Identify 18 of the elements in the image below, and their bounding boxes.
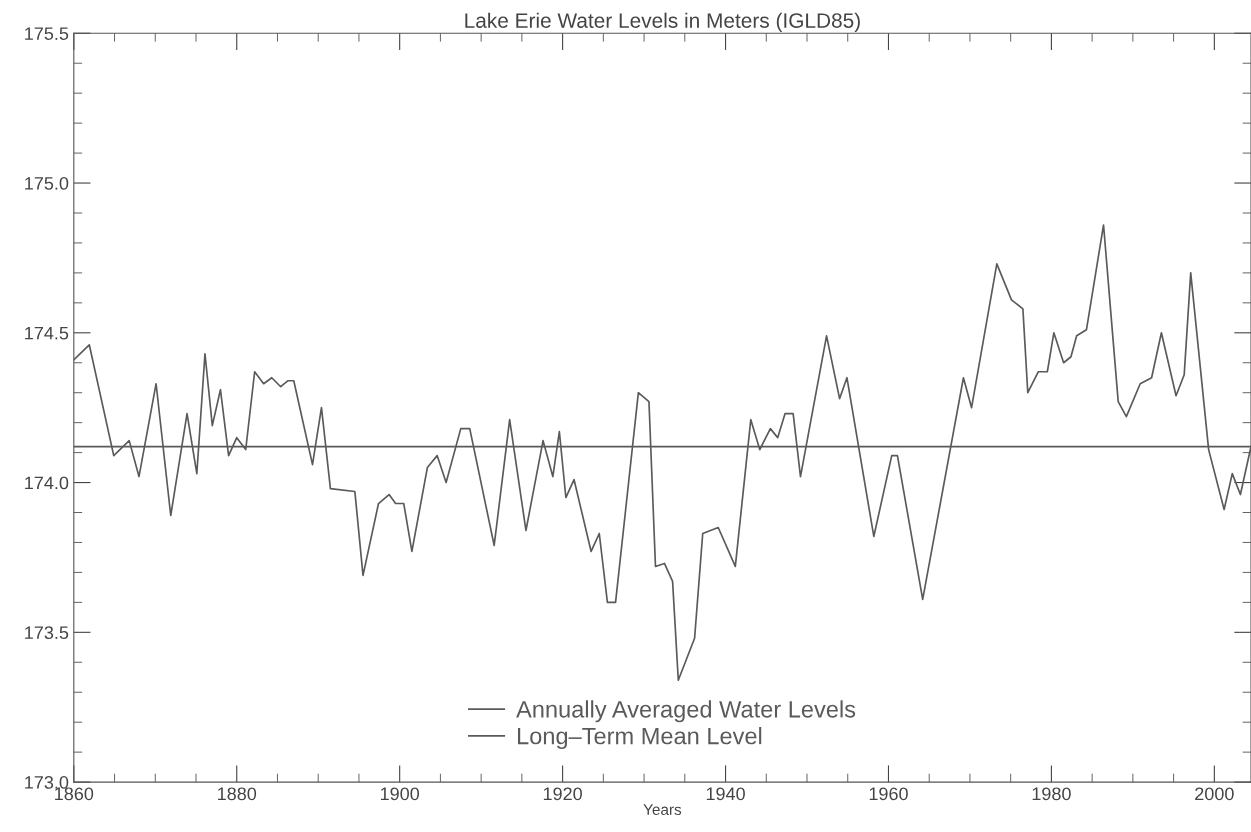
x-tick-label: 1960 (869, 787, 908, 801)
legend-label: Annually Averaged Water Levels (516, 700, 856, 723)
x-tick-label: 1880 (218, 787, 257, 801)
y-tick-label: 175.0 (25, 176, 69, 190)
x-tick-label: 1980 (1032, 787, 1071, 801)
y-tick-label: 173.0 (25, 776, 69, 789)
x-tick-label: 1940 (706, 787, 745, 801)
y-tick-label: 175.5 (25, 27, 69, 40)
x-tick-label: 2000 (1195, 787, 1234, 801)
y-tick-label: 174.5 (25, 326, 69, 340)
x-tick-label: 1860 (55, 787, 94, 801)
x-axis-title: Years (643, 804, 682, 815)
x-tick-label: 1900 (380, 787, 420, 801)
chart-title: Lake Erie Water Levels in Meters (IGLD85) (465, 12, 860, 33)
x-tick-label: 1920 (543, 787, 582, 801)
legend-label: Long–Term Mean Level (517, 727, 762, 750)
y-tick-label: 174.0 (25, 476, 69, 490)
y-tick-label: 173.5 (25, 626, 69, 640)
